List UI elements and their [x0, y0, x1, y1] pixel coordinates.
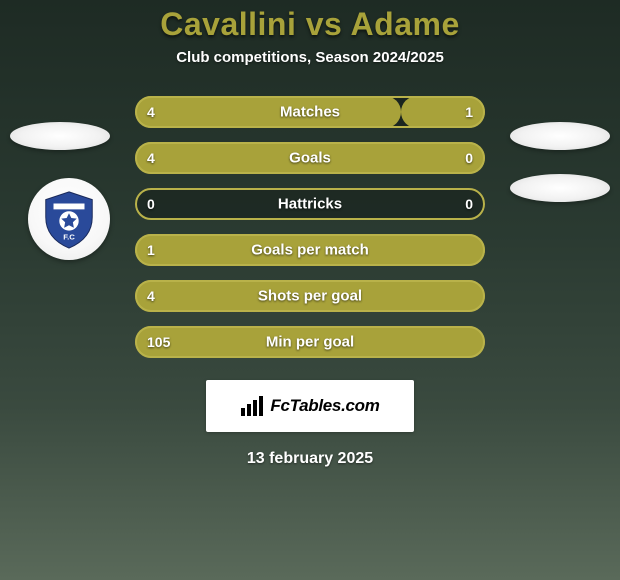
- stat-row: Matches 4 1: [135, 96, 485, 128]
- bars-icon: [240, 396, 264, 416]
- page-title: Cavallini vs Adame: [160, 6, 460, 43]
- stat-label: Hattricks: [278, 196, 342, 213]
- player-oval-right-2: [510, 174, 610, 202]
- club-badge-left: F.C: [28, 178, 110, 260]
- puebla-logo-icon: F.C: [38, 188, 100, 250]
- player-oval-left: [10, 122, 110, 150]
- stat-value-left: 105: [147, 334, 170, 350]
- stat-row: Goals per match 1: [135, 234, 485, 266]
- stat-value-left: 4: [147, 150, 155, 166]
- main-content: Cavallini vs Adame Club competitions, Se…: [0, 0, 620, 580]
- source-badge: FcTables.com: [206, 380, 414, 432]
- stat-value-right: 1: [465, 104, 473, 120]
- stat-label: Goals per match: [251, 242, 369, 259]
- stat-row: Goals 4 0: [135, 142, 485, 174]
- stat-label: Shots per goal: [258, 288, 362, 305]
- stat-label: Min per goal: [266, 334, 354, 351]
- stat-value-right: 0: [465, 150, 473, 166]
- svg-text:F.C: F.C: [63, 232, 75, 241]
- stat-value-left: 4: [147, 104, 155, 120]
- stat-row: Shots per goal 4: [135, 280, 485, 312]
- stat-row: Hattricks 0 0: [135, 188, 485, 220]
- stat-label: Goals: [289, 150, 331, 167]
- stats-rows: Matches 4 1 Goals 4 0 Hattricks 0 0 Goals per mat…: [135, 96, 485, 358]
- stat-label: Matches: [280, 104, 340, 121]
- stat-row: Min per goal 105: [135, 326, 485, 358]
- bar-left: [135, 96, 401, 128]
- stat-value-right: 0: [465, 196, 473, 212]
- stat-value-left: 4: [147, 288, 155, 304]
- stat-value-left: 0: [147, 196, 155, 212]
- player-oval-right-1: [510, 122, 610, 150]
- page-subtitle: Club competitions, Season 2024/2025: [176, 49, 444, 66]
- stat-value-left: 1: [147, 242, 155, 258]
- source-label: FcTables.com: [270, 396, 379, 416]
- date-label: 13 february 2025: [247, 450, 373, 468]
